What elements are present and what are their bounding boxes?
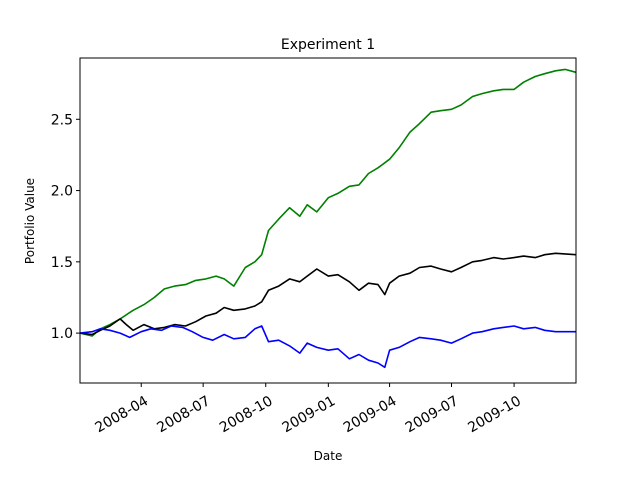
y-tick-label: 2.5: [51, 112, 73, 128]
y-tick-label: 1.5: [51, 255, 73, 271]
chart-title: Experiment 1: [281, 37, 375, 53]
series-layer: [79, 68, 577, 369]
y-tick-label: 2.0: [51, 184, 73, 200]
x-axis-title: Date: [314, 449, 343, 463]
series-line-3: [79, 325, 576, 369]
y-tick-label: 1.0: [51, 326, 73, 342]
y-axis-title: Portfolio Value: [23, 178, 37, 264]
y-axis: 1.0 1.5 2.0 2.5: [51, 112, 80, 342]
series-line-1: [79, 68, 577, 337]
series-line-2: [79, 252, 577, 336]
